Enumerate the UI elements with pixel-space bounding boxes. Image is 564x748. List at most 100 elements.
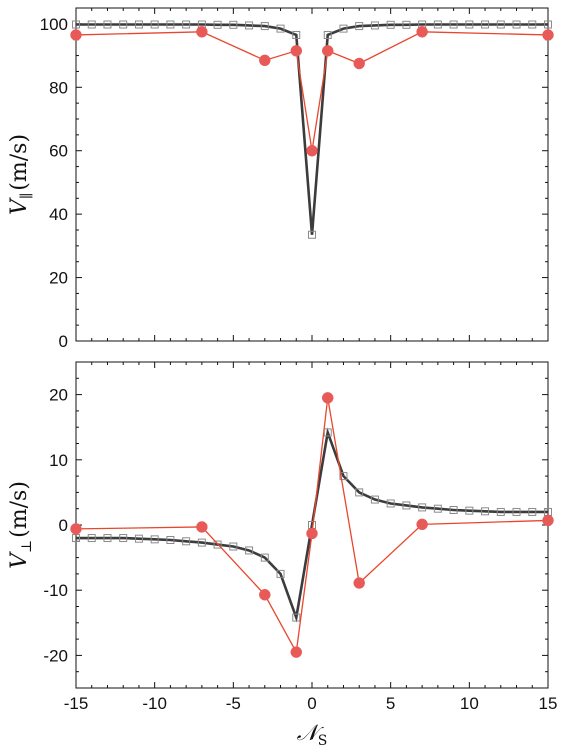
bottom-measured-point — [321, 392, 334, 404]
top-model-point — [150, 20, 159, 29]
bottom-model-line — [76, 427, 548, 623]
top-model-line — [76, 23, 548, 235]
bottom-y-tick-label: 0 — [59, 516, 68, 535]
bottom-measured-point — [542, 514, 554, 527]
top-measured-point — [542, 29, 554, 41]
top-model-point — [213, 20, 222, 29]
bottom-x-tick-label: -10 — [142, 694, 167, 713]
bottom-model-point — [512, 507, 521, 516]
bottom-measured-point — [259, 589, 271, 601]
bottom-y-tick-label: 20 — [49, 386, 68, 405]
bottom-model-point — [276, 569, 285, 578]
top-model-point — [292, 30, 301, 39]
bottom-measured-point — [70, 523, 82, 535]
bottom-measured-point — [353, 577, 365, 589]
bottom-model-point — [182, 537, 191, 546]
bottom-measured-point — [416, 518, 428, 531]
bottom-y-tick-label: 10 — [49, 451, 68, 470]
top-model-point — [370, 21, 379, 30]
top-y-tick-label: 80 — [49, 78, 68, 97]
bottom-model-point — [433, 504, 442, 513]
bottom-y-tick-label: -20 — [43, 646, 68, 665]
bottom-model-point — [260, 553, 269, 562]
top-model-point — [449, 20, 458, 29]
top-model-point — [386, 20, 395, 29]
bottom-model-point — [103, 534, 112, 543]
top-measured-point — [416, 26, 428, 38]
top-model-point — [87, 20, 96, 29]
x-axis-label: 𝒩S — [297, 721, 328, 748]
bottom-model-point — [528, 507, 537, 516]
bottom-model-point — [292, 613, 301, 622]
bottom-model-point — [449, 506, 458, 515]
bottom-y-tick-label: -10 — [43, 581, 68, 600]
top-model-point — [512, 20, 521, 29]
top-model-point — [528, 20, 537, 29]
top-panel: 0 20 40 60 80 100 V∥(m/s) — [7, 7, 554, 351]
top-model-point — [308, 230, 316, 239]
bottom-x-tick-label: 10 — [460, 694, 479, 713]
bottom-x-tick-label: 15 — [539, 694, 558, 713]
bottom-model-point — [87, 534, 96, 543]
bottom-model-point — [245, 546, 254, 555]
top-model-point — [544, 20, 552, 29]
top-measured-point — [70, 29, 82, 41]
top-measured-point — [196, 26, 208, 38]
bottom-model-point — [481, 507, 490, 516]
top-y-axis-label: V∥(m/s) — [7, 134, 35, 215]
bottom-model-point — [465, 506, 474, 515]
bottom-model-point — [213, 540, 222, 549]
bottom-model-point — [386, 499, 395, 508]
top-y-tick-label: 40 — [49, 205, 68, 224]
bottom-measured-point — [196, 521, 208, 533]
top-plot-frame — [75, 7, 549, 342]
bottom-model-point — [370, 495, 379, 504]
bottom-model-point — [496, 507, 505, 516]
bottom-x-tick-label: -5 — [226, 694, 241, 713]
top-model-point — [166, 20, 175, 29]
top-y-tick-label: 60 — [49, 142, 68, 161]
top-measured-line — [75, 31, 549, 151]
bottom-panel: -20 -10 0 10 20 -15 -10 -5 0 5 10 15 V⊥(m/s) 𝒩S — [7, 361, 558, 748]
top-model-point — [402, 20, 411, 29]
top-model-point — [103, 20, 112, 29]
top-measured-point — [290, 45, 303, 57]
bottom-model-point — [197, 538, 206, 547]
bottom-model-point — [166, 535, 175, 544]
top-model-point — [260, 22, 269, 31]
top-measured-point — [321, 45, 334, 57]
bottom-model-point — [150, 535, 159, 544]
bottom-model-point — [402, 501, 411, 510]
top-model-point — [245, 21, 254, 30]
top-model-point — [276, 24, 285, 33]
top-measured-point — [259, 54, 271, 67]
top-measured-point — [353, 57, 365, 70]
bottom-model-point — [355, 488, 364, 497]
top-model-point — [182, 20, 191, 29]
top-model-point — [72, 20, 80, 29]
top-y-tick-label: 100 — [40, 15, 68, 34]
bottom-x-tick-label: 0 — [307, 694, 316, 713]
top-model-point — [323, 30, 332, 39]
top-y-tick-label: 20 — [49, 269, 68, 288]
bottom-x-tick-label: -15 — [64, 694, 89, 713]
top-model-point — [134, 20, 143, 29]
bottom-measured-point — [306, 527, 318, 540]
top-model-point — [339, 24, 348, 33]
bottom-y-axis-label: V⊥(m/s) — [7, 481, 35, 569]
top-model-point — [119, 20, 128, 29]
top-y-tick-label: 0 — [59, 332, 68, 351]
top-model-point — [229, 20, 238, 29]
top-model-point — [355, 22, 364, 31]
top-model-point — [496, 20, 505, 29]
top-model-point — [433, 20, 442, 29]
bottom-model-point — [339, 472, 348, 481]
bottom-measured-point — [290, 646, 303, 658]
top-model-point — [465, 20, 474, 29]
bottom-model-point — [418, 503, 427, 512]
bottom-model-point — [229, 542, 238, 551]
bottom-model-point — [119, 534, 128, 543]
top-measured-point — [306, 144, 318, 157]
bottom-model-point — [134, 534, 143, 543]
